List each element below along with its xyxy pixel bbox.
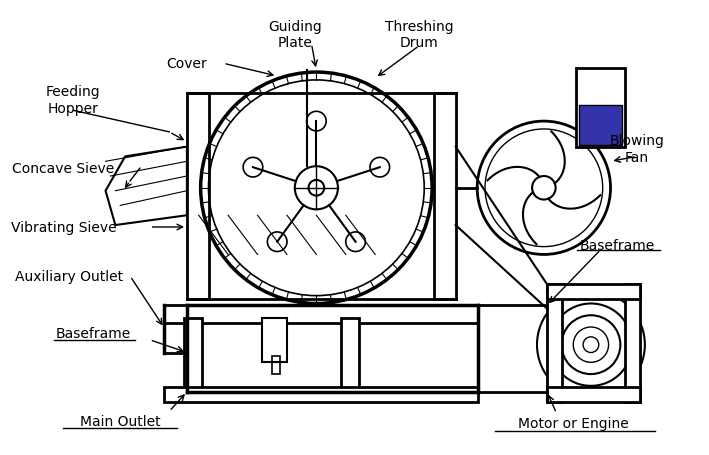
Bar (579, 106, 623, 145)
Text: Baseframe: Baseframe (55, 326, 130, 340)
Bar (434, 93, 456, 299)
Bar (272, 357, 280, 374)
Bar (547, 387, 640, 402)
Bar (164, 306, 478, 324)
Text: Blowing
Fan: Blowing Fan (610, 134, 664, 164)
Bar (341, 318, 359, 392)
Text: Motor or Engine: Motor or Engine (518, 416, 629, 430)
Bar (184, 318, 201, 392)
Bar (547, 284, 640, 299)
Text: Feeding
Hopper: Feeding Hopper (46, 85, 101, 116)
Polygon shape (106, 147, 187, 226)
Text: Baseframe: Baseframe (580, 238, 655, 252)
Bar (187, 93, 208, 299)
Text: Concave Sieve: Concave Sieve (12, 162, 114, 176)
Text: Guiding
Plate: Guiding Plate (268, 20, 322, 50)
Text: Cover: Cover (167, 57, 207, 71)
Bar (262, 318, 287, 363)
Bar (576, 69, 625, 147)
Text: Vibrating Sieve: Vibrating Sieve (11, 221, 116, 234)
Bar (164, 387, 478, 402)
Text: Threshing
Drum: Threshing Drum (385, 20, 454, 50)
Bar (625, 284, 640, 402)
Circle shape (308, 181, 324, 196)
Text: Auxiliary Outlet: Auxiliary Outlet (15, 269, 123, 283)
Text: Main Outlet: Main Outlet (80, 414, 160, 428)
Bar (547, 284, 562, 402)
